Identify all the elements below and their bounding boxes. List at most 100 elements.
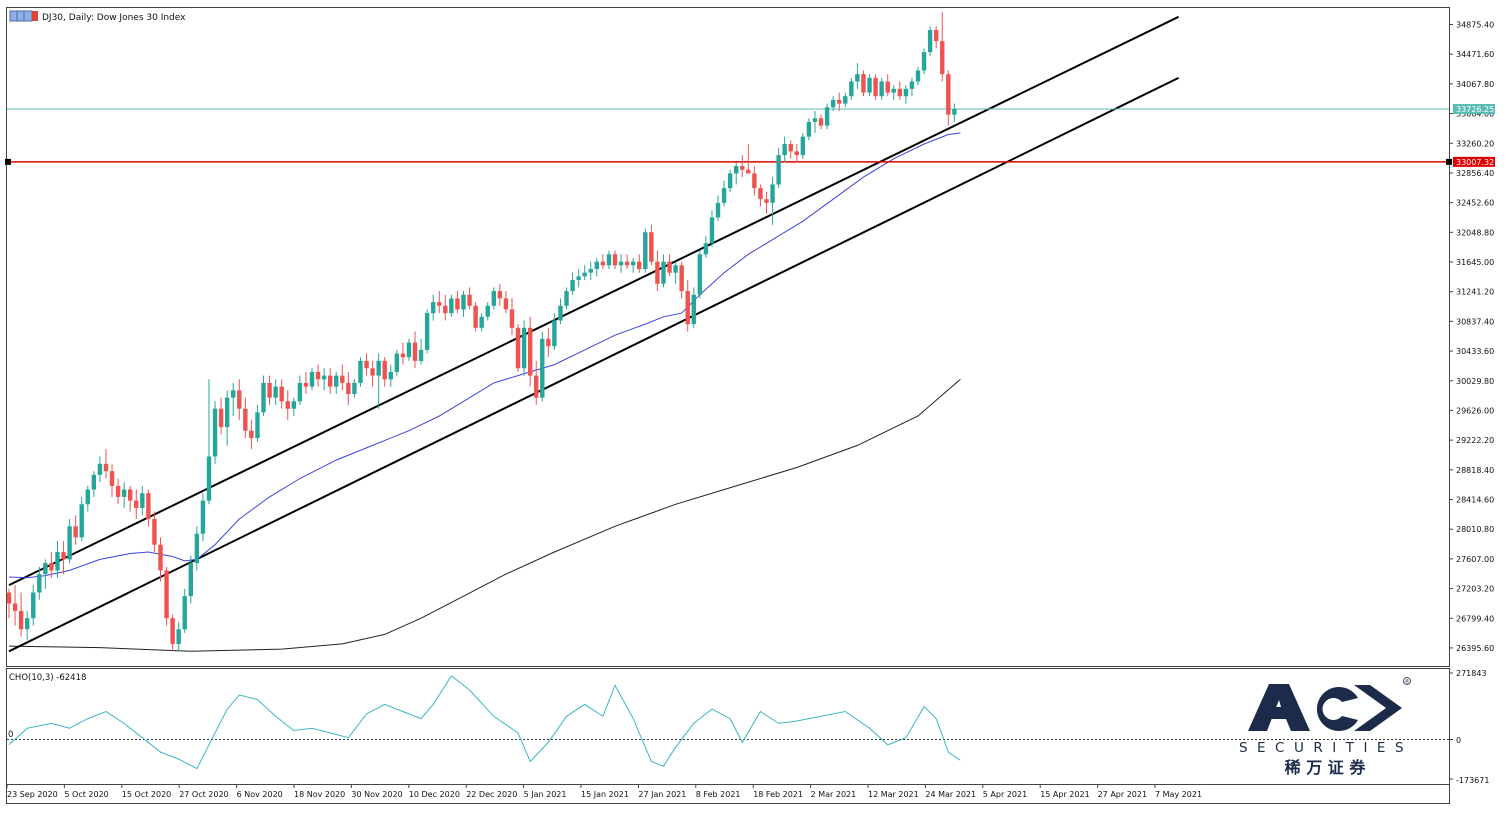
- candle-body: [709, 217, 715, 244]
- candle-body: [885, 81, 890, 93]
- candle-body: [655, 261, 660, 284]
- candle-bear: [685, 280, 690, 332]
- candle-bull: [212, 401, 218, 464]
- candle-bull: [661, 254, 666, 288]
- candle-body: [952, 109, 957, 115]
- time-label: 10 Dec 2020: [409, 790, 460, 799]
- candle-bear: [146, 489, 151, 527]
- candle-bull: [182, 588, 187, 633]
- price-tick-label: 30837.40: [1456, 317, 1494, 326]
- candle-body: [782, 144, 787, 156]
- candle-bear: [164, 566, 169, 626]
- price-tick-label: 34875.40: [1456, 21, 1494, 30]
- current-price-label: 33726.25: [1456, 105, 1494, 114]
- candle-bull: [406, 338, 412, 361]
- candle-body: [109, 471, 115, 486]
- logo-a-glyph: [1248, 684, 1310, 731]
- candle-body: [673, 265, 678, 273]
- candle-body: [915, 70, 921, 82]
- indicator-panel-frame: [6, 668, 1450, 785]
- candle-bull: [643, 228, 648, 273]
- time-label: 15 Jan 2021: [581, 790, 629, 799]
- candle-bull: [352, 379, 357, 398]
- trend-lines[interactable]: [8, 15, 1180, 653]
- candle-body: [73, 526, 78, 538]
- candle-body: [727, 173, 733, 189]
- candle-body: [770, 184, 775, 203]
- trend-line-lower: [8, 76, 1180, 653]
- candle-bull: [297, 375, 303, 406]
- candle-bear: [655, 250, 660, 292]
- time-label: 5 Apr 2021: [983, 790, 1027, 799]
- candle-body: [134, 500, 139, 508]
- candle-bear: [285, 390, 290, 420]
- candle-bear: [467, 287, 472, 310]
- candle-bear: [18, 592, 24, 637]
- candle-body: [849, 81, 854, 97]
- candle-body: [515, 327, 521, 369]
- candle-bear: [158, 537, 163, 582]
- time-label: 30 Nov 2020: [351, 790, 402, 799]
- time-label: 15 Oct 2020: [122, 790, 171, 799]
- horizontal-levels[interactable]: 33726.25 33007.32: [5, 103, 1495, 167]
- oscillator-path: [8, 675, 961, 770]
- candle-body: [891, 88, 896, 93]
- candle-bear: [73, 515, 78, 545]
- candle-bull: [776, 147, 781, 189]
- time-label: 18 Nov 2020: [294, 790, 345, 799]
- candle-bear: [933, 26, 939, 49]
- candle-bull: [691, 287, 696, 328]
- candle-body: [79, 504, 84, 538]
- candle-body: [218, 408, 224, 428]
- candle-body: [97, 463, 103, 475]
- candle-bear: [746, 144, 751, 174]
- candle-bull: [697, 250, 703, 299]
- candle-body: [649, 232, 654, 262]
- price-tick-label: 32856.40: [1456, 169, 1494, 178]
- candle-body: [624, 261, 630, 266]
- candle-body: [564, 291, 569, 306]
- candle-body: [255, 412, 260, 439]
- candle-body: [128, 489, 133, 501]
- candle-bear: [152, 511, 157, 553]
- candle-body: [103, 463, 109, 472]
- candle-bear: [624, 254, 630, 269]
- candle-bull: [721, 180, 727, 207]
- candle-body: [485, 305, 490, 317]
- candle-bear: [346, 371, 351, 406]
- ma-fast-path: [8, 132, 961, 579]
- candle-bull: [806, 118, 812, 141]
- candle-body: [509, 309, 515, 328]
- candle-bull: [715, 195, 721, 222]
- candle-body: [291, 401, 297, 409]
- candle-bull: [909, 77, 915, 97]
- candle-bull: [594, 257, 600, 277]
- candle-body: [327, 375, 333, 387]
- candle-body: [273, 386, 278, 398]
- candle-bull: [867, 74, 872, 97]
- candle-bear: [170, 614, 175, 652]
- price-panel-frame: [6, 7, 1450, 667]
- price-tick-label: 31241.20: [1456, 288, 1494, 297]
- candle-body: [249, 430, 254, 439]
- candle-body: [861, 74, 866, 93]
- ma-fast-line: [8, 132, 961, 579]
- candle-bull: [824, 103, 830, 130]
- candle-bull: [31, 585, 36, 626]
- candle-bear: [758, 184, 763, 207]
- candle-body: [449, 298, 454, 314]
- candle-body: [946, 74, 951, 115]
- candle-body: [612, 254, 618, 266]
- candle-bull: [830, 96, 836, 111]
- candle-bull: [540, 331, 545, 402]
- candle-body: [812, 118, 818, 122]
- time-label: 22 Dec 2020: [466, 790, 517, 799]
- candle-body: [431, 302, 436, 314]
- candle-bull: [224, 390, 230, 446]
- candle-body: [576, 276, 581, 281]
- candle-body: [764, 199, 769, 203]
- candle-bull: [97, 456, 103, 483]
- candle-bear: [279, 379, 284, 409]
- candle-bull: [261, 375, 266, 417]
